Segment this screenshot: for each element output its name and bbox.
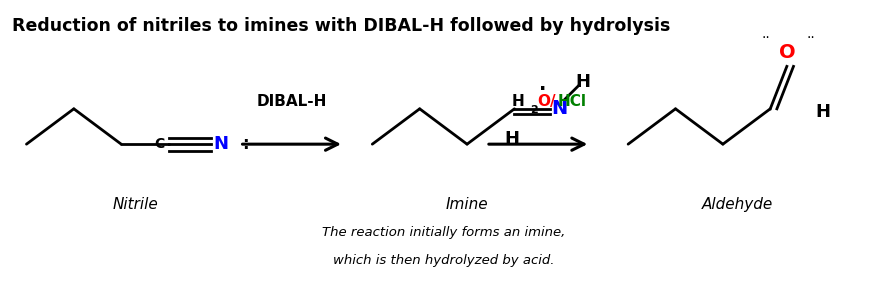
Text: ··: ·· <box>761 31 770 45</box>
Text: The reaction initially forms an imine,: The reaction initially forms an imine, <box>322 226 565 239</box>
Text: ··: ·· <box>806 31 815 45</box>
Text: C: C <box>154 137 165 151</box>
Text: ·: · <box>539 80 547 99</box>
Text: Reduction of nitriles to imines with DIBAL-H followed by hydrolysis: Reduction of nitriles to imines with DIB… <box>12 17 670 35</box>
Text: which is then hydrolyzed by acid.: which is then hydrolyzed by acid. <box>333 254 554 267</box>
Text: H: H <box>576 73 591 91</box>
Text: Nitrile: Nitrile <box>113 197 158 212</box>
Text: H: H <box>505 130 519 148</box>
Text: DIBAL-H: DIBAL-H <box>257 94 327 109</box>
Text: N: N <box>551 99 568 118</box>
Text: Imine: Imine <box>445 197 489 212</box>
Text: H: H <box>815 103 830 121</box>
Text: O/: O/ <box>537 94 556 109</box>
Text: Aldehyde: Aldehyde <box>701 197 773 212</box>
Text: O: O <box>779 43 796 62</box>
Text: :: : <box>242 135 249 153</box>
Text: HCl: HCl <box>558 94 587 109</box>
Text: N: N <box>213 135 228 153</box>
Text: H: H <box>512 94 525 109</box>
Text: 2: 2 <box>530 105 538 115</box>
